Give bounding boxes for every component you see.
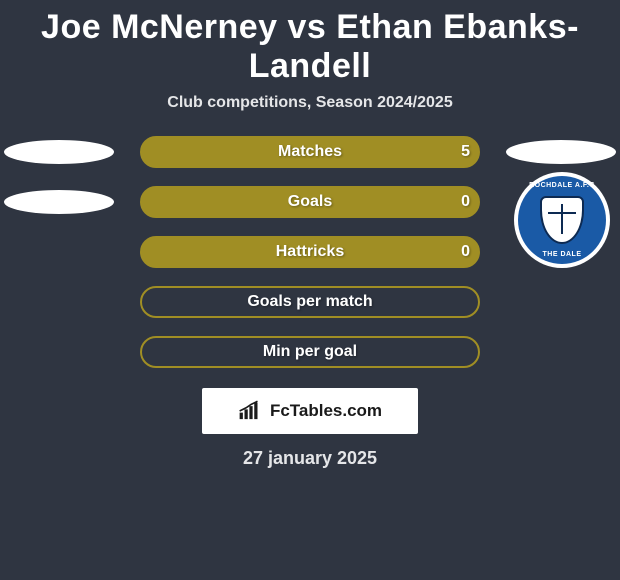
stat-label: Min per goal — [263, 343, 357, 361]
crest-shield-icon — [540, 196, 584, 244]
stat-label: Goals — [288, 193, 332, 211]
stat-label: Matches — [278, 143, 342, 161]
stat-value-right: 0 — [461, 186, 470, 218]
crest-bottom-text: THE DALE — [543, 251, 582, 258]
stat-label: Goals per match — [247, 293, 372, 311]
stat-bar: Hattricks — [140, 236, 480, 268]
stat-value-right: 0 — [461, 236, 470, 268]
stat-bar: Min per goal — [140, 336, 480, 368]
club-crest: ROCHDALE A.F.C THE DALE — [514, 172, 610, 268]
crest-top-text: ROCHDALE A.F.C — [529, 182, 595, 189]
watermark: FcTables.com — [202, 388, 418, 434]
subtitle: Club competitions, Season 2024/2025 — [0, 90, 620, 130]
stat-row: Goals per match — [0, 280, 620, 326]
stat-label: Hattricks — [276, 243, 344, 261]
bars-icon — [238, 400, 264, 422]
left-marker — [4, 190, 114, 214]
stat-bar: Matches — [140, 136, 480, 168]
left-marker — [4, 140, 114, 164]
stat-value-right: 5 — [461, 136, 470, 168]
page-title: Joe McNerney vs Ethan Ebanks-Landell — [0, 0, 620, 90]
stat-row: Matches 5 — [0, 130, 620, 176]
stat-bar: Goals per match — [140, 286, 480, 318]
watermark-text: FcTables.com — [270, 401, 382, 421]
date-text: 27 january 2025 — [0, 434, 620, 469]
stat-bar: Goals — [140, 186, 480, 218]
stat-row: Min per goal — [0, 330, 620, 376]
right-marker — [506, 140, 616, 164]
